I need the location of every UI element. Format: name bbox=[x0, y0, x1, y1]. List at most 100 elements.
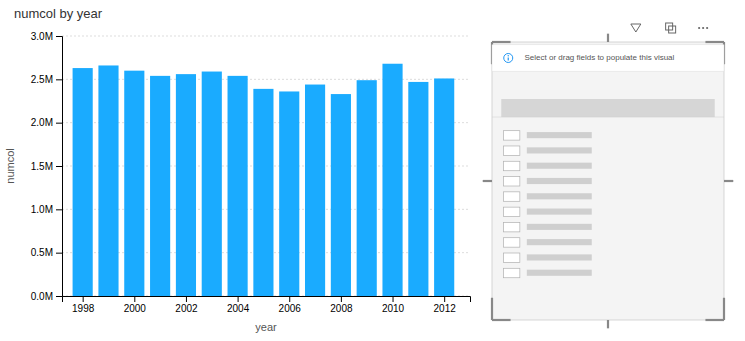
x-axis-line bbox=[63, 297, 471, 303]
bar bbox=[202, 72, 222, 296]
x-tick-label: 2012 bbox=[434, 303, 457, 314]
placeholder-checkbox bbox=[504, 238, 520, 247]
x-tick-label: 2010 bbox=[382, 303, 405, 314]
x-tick-label: 2002 bbox=[175, 303, 198, 314]
bar bbox=[357, 80, 377, 296]
y-tick: 2.5M bbox=[31, 74, 62, 85]
slicer-handle bbox=[705, 319, 724, 321]
placeholder-label bbox=[527, 209, 592, 215]
x-tick: 2010 bbox=[382, 296, 405, 314]
placeholder-checkbox bbox=[504, 253, 520, 262]
placeholder-label bbox=[527, 239, 592, 245]
chart-title: numcol by year bbox=[14, 6, 103, 21]
grid-line bbox=[62, 79, 470, 80]
placeholder-label bbox=[527, 254, 592, 260]
slicer-handle bbox=[705, 41, 724, 43]
slicer-handle bbox=[492, 41, 511, 43]
y-tick: 1.5M bbox=[31, 161, 62, 172]
slicer-handle bbox=[607, 34, 609, 42]
slicer-handle bbox=[723, 298, 725, 320]
x-tick: 2006 bbox=[279, 296, 302, 314]
grid bbox=[62, 36, 470, 296]
x-tick: 2000 bbox=[124, 296, 147, 314]
bar bbox=[176, 74, 196, 296]
bar bbox=[124, 71, 144, 296]
grid-line bbox=[62, 36, 470, 37]
placeholder-checkbox bbox=[504, 268, 520, 277]
x-tick-mark bbox=[134, 296, 135, 302]
y-tick: 2.0M bbox=[31, 117, 62, 128]
bar bbox=[253, 89, 273, 296]
info-icon bbox=[504, 53, 513, 62]
y-tick: 3.0M bbox=[31, 31, 62, 42]
x-tick: 2002 bbox=[175, 296, 198, 314]
y-tick-label: 0.5M bbox=[31, 247, 53, 258]
placeholder-checkbox bbox=[504, 131, 520, 140]
placeholder-label bbox=[527, 132, 592, 138]
y-tick-mark bbox=[56, 209, 62, 210]
panel-icons bbox=[631, 23, 708, 33]
slicer-box bbox=[492, 42, 724, 320]
y-tick-mark bbox=[56, 296, 62, 297]
placeholder-checkbox bbox=[504, 222, 520, 231]
placeholder-label bbox=[527, 270, 592, 276]
bar bbox=[305, 85, 325, 296]
y-axis-title: numcol bbox=[4, 148, 16, 183]
placeholder-label bbox=[527, 163, 592, 169]
bar bbox=[98, 65, 118, 296]
y-tick-label: 1.0M bbox=[31, 204, 53, 215]
y-axis: 0.0M 0.5M 1.0M 1.5M 2.0M 2.5M 3.0M bbox=[31, 31, 63, 302]
annotation: Select or drag fields to populate this v… bbox=[524, 53, 674, 62]
placeholder-label bbox=[527, 147, 592, 153]
slicer-handle bbox=[607, 320, 609, 328]
more-icon-dot bbox=[698, 27, 700, 29]
bar bbox=[73, 68, 93, 296]
separator bbox=[492, 117, 724, 118]
chart-root: numcol by year 1998 2000 2002 2004 2006 2008 20… bbox=[0, 0, 745, 341]
focus-icon-back bbox=[669, 26, 676, 33]
x-tick: 1998 bbox=[72, 296, 95, 314]
bar bbox=[434, 78, 454, 296]
bar bbox=[408, 82, 428, 296]
search-bar bbox=[501, 99, 714, 117]
y-tick-mark bbox=[56, 166, 62, 167]
x-tick-label: 2000 bbox=[124, 303, 147, 314]
x-tick-label: 2008 bbox=[330, 303, 353, 314]
x-tick-label: 1998 bbox=[72, 303, 95, 314]
filter-icon bbox=[631, 24, 641, 32]
slicer-handle bbox=[492, 319, 511, 321]
bar bbox=[228, 76, 248, 296]
more-icon-dot bbox=[706, 27, 708, 29]
placeholder-label bbox=[527, 178, 592, 184]
bars bbox=[73, 64, 455, 296]
more-icon-dot bbox=[702, 27, 704, 29]
bar bbox=[331, 94, 351, 296]
bar bbox=[279, 91, 299, 296]
x-tick: 2004 bbox=[227, 296, 250, 314]
x-tick-mark bbox=[393, 296, 394, 302]
placeholder-checkbox bbox=[504, 192, 520, 201]
slicer-panel: Select or drag fields to populate this v… bbox=[483, 34, 734, 329]
y-tick-label: 0.0M bbox=[31, 291, 53, 302]
x-axis-title: year bbox=[255, 321, 277, 333]
placeholder-label bbox=[527, 193, 592, 199]
x-tick: 2012 bbox=[434, 296, 457, 314]
x-tick-label: 2006 bbox=[279, 303, 302, 314]
x-tick-mark bbox=[83, 296, 84, 302]
placeholder-checkbox bbox=[504, 177, 520, 186]
placeholder-checkbox bbox=[504, 207, 520, 216]
y-tick-label: 3.0M bbox=[31, 31, 53, 42]
message-box bbox=[492, 45, 724, 71]
placeholder-label bbox=[527, 224, 592, 230]
slicer-handle bbox=[491, 298, 493, 320]
slicer-handle bbox=[483, 180, 492, 182]
bar bbox=[382, 64, 402, 296]
bar bbox=[150, 76, 170, 296]
placeholder-checkbox bbox=[504, 146, 520, 155]
x-tick-mark bbox=[341, 296, 342, 302]
x-axis: 1998 2000 2002 2004 2006 2008 2010 2012 bbox=[63, 296, 471, 314]
placeholder-checkbox bbox=[504, 161, 520, 170]
info-icon-stem bbox=[508, 57, 509, 60]
x-tick-mark bbox=[186, 296, 187, 302]
x-tick: 2008 bbox=[330, 296, 353, 314]
